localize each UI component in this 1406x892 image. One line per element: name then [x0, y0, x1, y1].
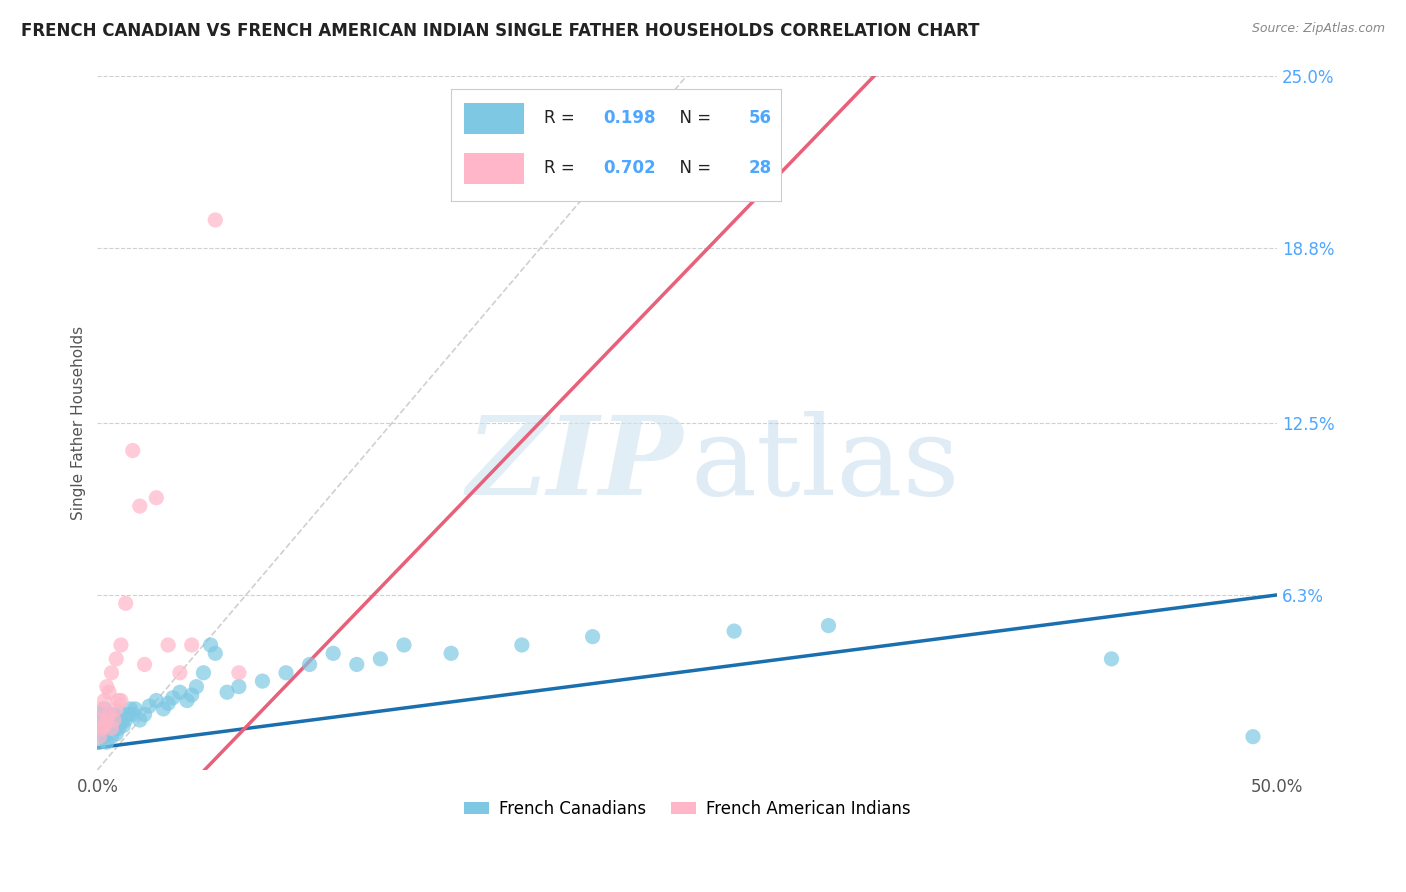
Point	[100, 722, 122, 736]
Point	[98, 722, 121, 736]
Text: atlas: atlas	[690, 411, 960, 518]
Point	[134, 707, 156, 722]
Point	[817, 618, 839, 632]
Point	[110, 638, 132, 652]
Point	[124, 702, 146, 716]
Point	[252, 674, 274, 689]
Point	[204, 646, 226, 660]
Point	[322, 646, 344, 660]
Point	[89, 707, 111, 722]
Point	[145, 693, 167, 707]
Point	[204, 213, 226, 227]
Point	[169, 685, 191, 699]
Point	[114, 713, 136, 727]
Point	[228, 680, 250, 694]
Point	[114, 596, 136, 610]
Point	[110, 715, 132, 730]
Point	[107, 693, 129, 707]
Point	[298, 657, 321, 672]
Point	[103, 707, 125, 722]
Point	[112, 718, 135, 732]
Point	[93, 693, 115, 707]
Y-axis label: Single Father Households: Single Father Households	[72, 326, 86, 520]
Point	[128, 713, 150, 727]
Point	[162, 690, 184, 705]
Text: ZIP: ZIP	[467, 410, 683, 518]
Point	[228, 665, 250, 680]
Point	[440, 646, 463, 660]
Point	[103, 713, 125, 727]
Point	[193, 665, 215, 680]
Point	[91, 702, 114, 716]
Point	[169, 665, 191, 680]
Point	[186, 680, 208, 694]
Point	[103, 722, 125, 736]
Point	[105, 713, 128, 727]
Point	[96, 713, 118, 727]
Point	[581, 630, 603, 644]
Point	[274, 665, 297, 680]
Point	[152, 702, 174, 716]
Point	[176, 693, 198, 707]
Point	[98, 685, 121, 699]
Point	[98, 707, 121, 722]
Point	[110, 693, 132, 707]
Point	[93, 718, 115, 732]
Point	[200, 638, 222, 652]
Point	[105, 652, 128, 666]
Point	[89, 713, 111, 727]
Point	[110, 707, 132, 722]
Point	[120, 702, 142, 716]
Point	[723, 624, 745, 639]
Point	[346, 657, 368, 672]
Point	[96, 680, 118, 694]
Point	[107, 722, 129, 736]
Text: Source: ZipAtlas.com: Source: ZipAtlas.com	[1251, 22, 1385, 36]
Point	[93, 730, 115, 744]
Point	[89, 735, 111, 749]
Point	[93, 702, 115, 716]
Point	[180, 688, 202, 702]
Point	[1241, 730, 1264, 744]
Point	[98, 707, 121, 722]
Point	[121, 707, 143, 722]
Point	[100, 713, 122, 727]
Point	[91, 713, 114, 727]
Point	[145, 491, 167, 505]
Legend: French Canadians, French American Indians: French Canadians, French American Indian…	[457, 793, 917, 824]
Point	[157, 696, 180, 710]
Point	[180, 638, 202, 652]
Point	[100, 665, 122, 680]
Point	[138, 699, 160, 714]
Point	[117, 707, 139, 722]
Point	[91, 722, 114, 736]
Point	[121, 443, 143, 458]
Point	[100, 730, 122, 744]
Point	[157, 638, 180, 652]
Point	[392, 638, 415, 652]
Point	[215, 685, 238, 699]
Point	[96, 735, 118, 749]
Point	[89, 730, 111, 744]
Point	[105, 702, 128, 716]
Point	[91, 722, 114, 736]
Point	[370, 652, 392, 666]
Point	[128, 499, 150, 513]
Point	[105, 727, 128, 741]
Point	[96, 713, 118, 727]
Text: FRENCH CANADIAN VS FRENCH AMERICAN INDIAN SINGLE FATHER HOUSEHOLDS CORRELATION C: FRENCH CANADIAN VS FRENCH AMERICAN INDIA…	[21, 22, 980, 40]
Point	[134, 657, 156, 672]
Point	[510, 638, 533, 652]
Point	[1101, 652, 1123, 666]
Point	[93, 718, 115, 732]
